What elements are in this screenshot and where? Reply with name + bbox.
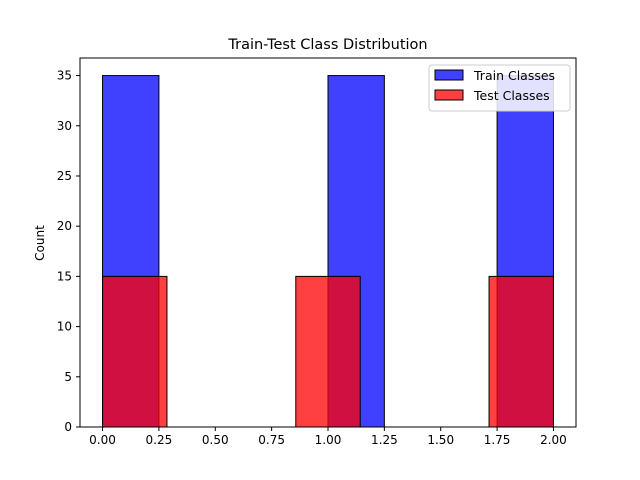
legend-label-1: Test Classes	[473, 88, 550, 103]
y-tick-label: 0	[64, 420, 72, 434]
x-tick-label: 2.00	[540, 433, 567, 447]
x-tick-label: 1.00	[315, 433, 342, 447]
y-tick-label: 10	[57, 320, 72, 334]
y-tick-label: 5	[64, 370, 72, 384]
chart-title: Train-Test Class Distribution	[227, 37, 427, 53]
x-tick-label: 0.75	[258, 433, 285, 447]
legend-swatch-1	[434, 89, 464, 101]
bars-layer	[102, 75, 554, 428]
legend-label-0: Train Classes	[473, 68, 555, 83]
axes-layer: 0.00 0.25 0.50 0.75 1.00 1.25 1.50 1.75 2.00 0 5 10…	[57, 57, 577, 447]
bar-series-1-bin-2	[488, 275, 554, 428]
x-tick-label: 0.00	[89, 433, 116, 447]
y-tick-label: 25	[57, 169, 72, 183]
bar-series-1-bin-0	[102, 275, 168, 428]
x-tick-label: 1.50	[427, 433, 454, 447]
y-tick-label: 20	[57, 219, 72, 233]
y-tick-label: 30	[57, 119, 72, 133]
x-tick-label: 1.25	[371, 433, 398, 447]
y-tick-label: 15	[57, 269, 72, 283]
legend-swatch-0	[434, 69, 464, 81]
legend: Train Classes Test Classes	[428, 64, 571, 112]
y-axis-label: Count	[33, 225, 47, 261]
bar-series-1-bin-1	[295, 275, 361, 428]
legend-box	[428, 64, 571, 112]
x-tick-label: 0.25	[146, 433, 173, 447]
y-tick-label: 35	[57, 69, 72, 83]
x-tick-label: 0.50	[202, 433, 229, 447]
x-tick-label: 1.75	[484, 433, 511, 447]
